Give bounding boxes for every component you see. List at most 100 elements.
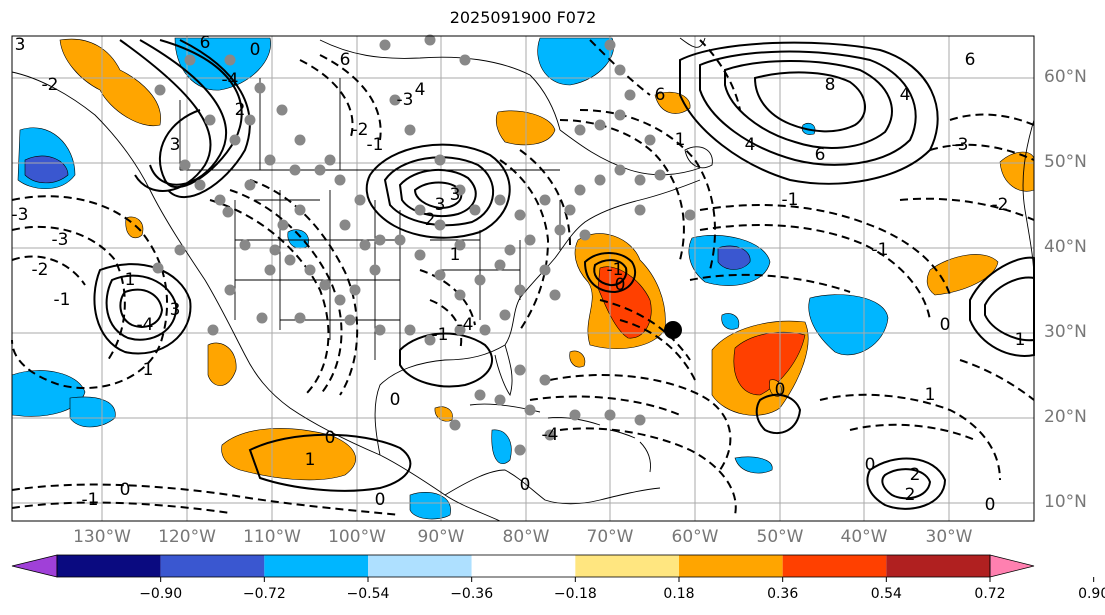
- station-marker: [614, 64, 626, 76]
- station-marker: [549, 289, 561, 301]
- station-marker: [264, 264, 276, 276]
- station-marker: [494, 259, 506, 271]
- negative-anomaly-fill: [717, 245, 751, 270]
- map-frame: [11, 35, 1035, 522]
- station-marker: [434, 269, 446, 281]
- dashed-contour-line: [299, 59, 354, 141]
- colorbar-tick-label: 0.72: [974, 586, 1006, 602]
- station-marker: [204, 114, 216, 126]
- positive-anomaly-fill: [569, 350, 586, 368]
- solid-contour-line: [984, 276, 1035, 342]
- negative-anomaly-fill: [721, 313, 740, 330]
- map-title: 2025091900 F072: [449, 8, 597, 27]
- station-marker: [374, 234, 386, 246]
- contour-value-label: -3: [52, 230, 69, 250]
- dashed-contour-line: [319, 54, 382, 141]
- contour-value-label: -3: [12, 205, 29, 225]
- station-marker: [256, 312, 268, 324]
- coastline: [609, 429, 636, 439]
- contour-value-label: 8: [825, 75, 836, 95]
- contour-value-label: 0: [520, 475, 531, 495]
- colorbar-segment: [471, 555, 576, 577]
- contour-lines: [11, 39, 1035, 516]
- longitude-label: 100°W: [328, 527, 386, 547]
- solid-contour-line: [413, 181, 463, 210]
- station-marker: [284, 254, 296, 266]
- longitude-label: 60°W: [671, 527, 719, 547]
- station-marker: [594, 119, 606, 131]
- longitude-label: 30°W: [925, 527, 973, 547]
- latitude-label: 60°N: [1044, 67, 1087, 87]
- station-marker: [349, 284, 361, 296]
- colorbar-high-extension: [989, 554, 1035, 578]
- contour-value-label: -2: [992, 195, 1009, 215]
- longitude-label: 50°W: [756, 527, 804, 547]
- station-marker: [604, 39, 616, 51]
- contour-value-label: 0: [120, 480, 131, 500]
- latitude-label: 50°N: [1044, 152, 1087, 172]
- station-marker: [339, 219, 351, 231]
- solid-contour-line: [167, 39, 251, 199]
- station-marker: [574, 124, 586, 136]
- longitude-label: 90°W: [417, 527, 465, 547]
- colorbar-segment: [368, 555, 472, 577]
- solid-contour-line: [724, 60, 893, 149]
- dashed-contour-line: [229, 189, 343, 396]
- dashed-contour-line: [519, 149, 571, 246]
- latitude-label: 40°N: [1044, 237, 1087, 257]
- station-marker: [504, 244, 516, 256]
- dashed-contour-line: [499, 159, 550, 331]
- coastline: [1022, 119, 1035, 281]
- station-marker: [434, 154, 446, 166]
- coastline: [639, 441, 651, 473]
- negative-anomaly-fill: [808, 294, 889, 356]
- contour-value-label: 4: [415, 80, 426, 100]
- station-marker: [514, 284, 526, 296]
- positive-anomaly-fill: [59, 38, 161, 127]
- dashed-contour-line: [819, 393, 1001, 481]
- longitude-label: 120°W: [158, 527, 216, 547]
- contour-value-label: 1: [143, 360, 154, 380]
- station-marker: [644, 134, 656, 146]
- station-marker: [454, 289, 466, 301]
- contour-value-label: -1: [54, 290, 71, 310]
- contour-value-label: -4: [222, 70, 239, 90]
- colorbar-low-extension: [11, 554, 58, 578]
- contour-value-label: 0: [865, 455, 876, 475]
- station-marker: [624, 89, 636, 101]
- station-marker: [304, 264, 316, 276]
- solid-contour-line: [119, 39, 212, 192]
- positive-anomaly-fill: [207, 342, 237, 386]
- station-marker: [514, 364, 526, 376]
- longitude-label: 70°W: [586, 527, 634, 547]
- station-marker: [524, 234, 536, 246]
- station-marker: [544, 429, 556, 441]
- station-marker: [414, 249, 426, 261]
- station-marker: [634, 174, 646, 186]
- contour-value-label: -1: [782, 190, 799, 210]
- station-marker: [294, 312, 306, 324]
- dashed-contour-line: [929, 143, 1035, 161]
- station-marker: [294, 204, 306, 216]
- station-markers: [152, 34, 696, 456]
- station-marker: [344, 314, 356, 326]
- station-marker: [229, 134, 241, 146]
- contour-value-label: 2: [905, 485, 916, 505]
- longitude-label: 110°W: [243, 527, 301, 547]
- contour-value-label: 3: [15, 35, 26, 55]
- contour-value-label: -4: [137, 315, 154, 335]
- station-marker: [194, 179, 206, 191]
- contour-value-label: 0: [250, 40, 261, 60]
- colorbar-tick-label: −0.72: [242, 586, 286, 602]
- colorbar-segment: [886, 555, 990, 577]
- contour-value-label: 6: [340, 50, 351, 70]
- contour-value-label: 1: [925, 385, 936, 405]
- dashed-contour-line: [699, 39, 741, 111]
- station-marker: [569, 409, 581, 421]
- station-marker: [389, 94, 401, 106]
- dashed-contour-line: [559, 119, 685, 261]
- longitude-label: 130°W: [73, 527, 131, 547]
- station-marker: [454, 184, 466, 196]
- contour-value-label: 4: [745, 135, 756, 155]
- station-marker: [614, 164, 626, 176]
